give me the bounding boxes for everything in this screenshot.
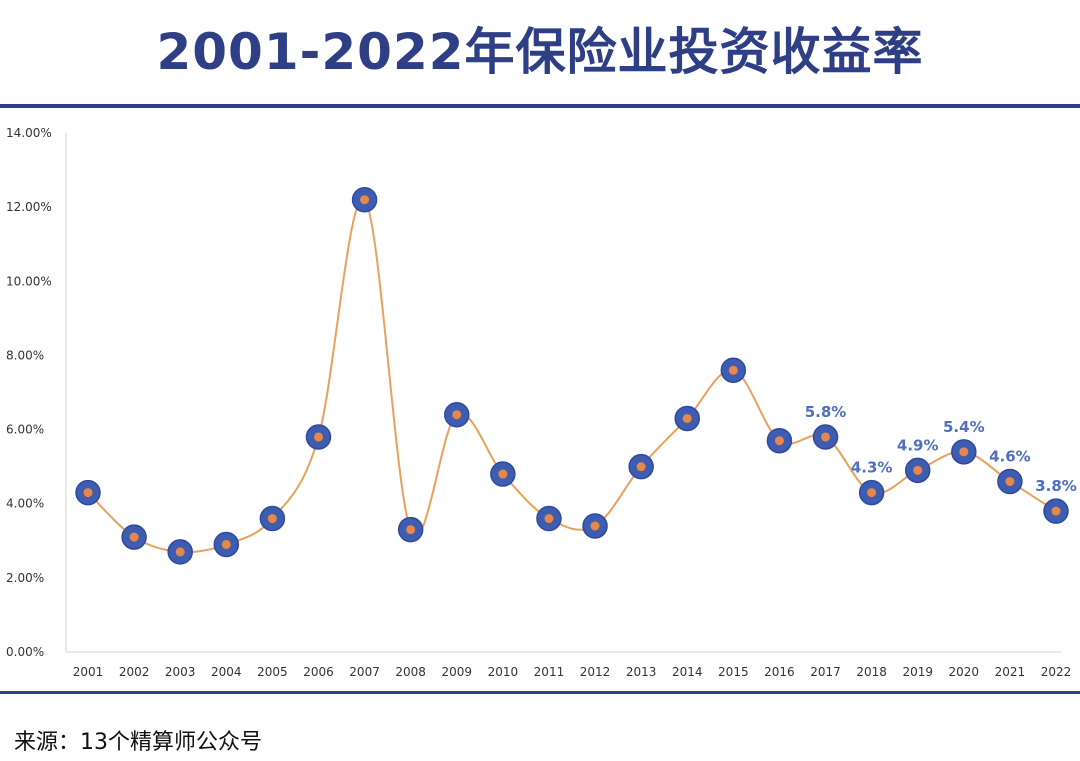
- data-point: [628, 453, 654, 480]
- data-point: [997, 468, 1023, 495]
- y-tick-label: 0.00%: [6, 645, 44, 659]
- data-point: [720, 357, 747, 384]
- x-tick-label: 2014: [672, 665, 703, 679]
- x-tick-label: 2008: [395, 665, 426, 679]
- x-tick-label: 2022: [1041, 665, 1072, 679]
- data-markers: [75, 186, 1069, 565]
- data-point: [351, 186, 378, 213]
- data-point: [259, 505, 286, 532]
- x-tick-label: 2017: [810, 665, 841, 679]
- x-tick-label: 2013: [626, 665, 657, 679]
- data-point: [536, 505, 562, 532]
- x-tick-label: 2018: [856, 665, 887, 679]
- x-tick-label: 2016: [764, 665, 795, 679]
- data-point: [858, 479, 885, 506]
- y-tick-labels: 0.00% 2.00% 4.00% 6.00% 8.00% 10.00% 12.00% 14.…: [6, 126, 52, 659]
- data-point: [213, 531, 240, 558]
- y-tick-label: 14.00%: [6, 126, 52, 140]
- data-point: [582, 513, 608, 539]
- data-point: [951, 439, 977, 465]
- y-tick-label: 12.00%: [6, 200, 52, 214]
- x-tick-label: 2007: [349, 665, 380, 679]
- y-tick-label: 4.00%: [6, 497, 44, 511]
- data-labels: 5.8% 4.3%4.9%5.4%4.6%3.8%: [805, 403, 1077, 495]
- data-label: 4.6%: [989, 447, 1031, 465]
- data-point: [121, 524, 147, 550]
- data-point: [812, 424, 839, 450]
- x-tick-label: 2003: [165, 665, 196, 679]
- x-tick-label: 2015: [718, 665, 749, 679]
- y-tick-label: 8.00%: [6, 348, 44, 362]
- y-tick-label: 6.00%: [6, 423, 44, 437]
- x-tick-label: 2002: [119, 665, 150, 679]
- data-label: 4.9%: [897, 436, 939, 454]
- data-point: [1043, 498, 1069, 524]
- x-tick-label: 2011: [534, 665, 565, 679]
- x-tick-label: 2006: [303, 665, 334, 679]
- x-tick-label: 2004: [211, 665, 242, 679]
- x-tick-labels: 2001 2002 2003 2004 2005 2006 2007 2008 2009 2010…: [73, 665, 1072, 679]
- data-label: 4.3%: [851, 459, 893, 477]
- source-note: 来源：13个精算师公众号: [14, 730, 262, 755]
- data-point: [674, 405, 700, 432]
- series-line: [87, 198, 1057, 554]
- y-tick-label: 10.00%: [6, 274, 52, 288]
- x-tick-label: 2012: [580, 665, 611, 679]
- x-tick-label: 2021: [995, 665, 1026, 679]
- x-tick-label: 2009: [441, 665, 472, 679]
- data-point: [167, 539, 193, 565]
- data-point: [397, 516, 424, 543]
- data-point: [305, 424, 332, 450]
- bottom-divider: [0, 691, 1080, 694]
- data-label: 3.8%: [1035, 477, 1077, 495]
- x-tick-label: 2001: [73, 665, 104, 679]
- data-point: [904, 457, 931, 484]
- data-point: [444, 401, 470, 428]
- data-label: 5.8%: [805, 403, 847, 421]
- axes: [65, 133, 1062, 653]
- data-label: 5.4%: [943, 418, 985, 436]
- chart-title: 2001-2022年保险业投资收益率: [156, 23, 924, 81]
- x-tick-label: 2019: [902, 665, 933, 679]
- y-tick-label: 2.00%: [6, 571, 44, 585]
- x-tick-label: 2005: [257, 665, 288, 679]
- x-tick-label: 2010: [488, 665, 519, 679]
- data-point: [766, 427, 793, 454]
- data-point: [490, 461, 516, 487]
- top-divider: [0, 104, 1080, 108]
- x-tick-label: 2020: [949, 665, 980, 679]
- data-point: [75, 479, 101, 506]
